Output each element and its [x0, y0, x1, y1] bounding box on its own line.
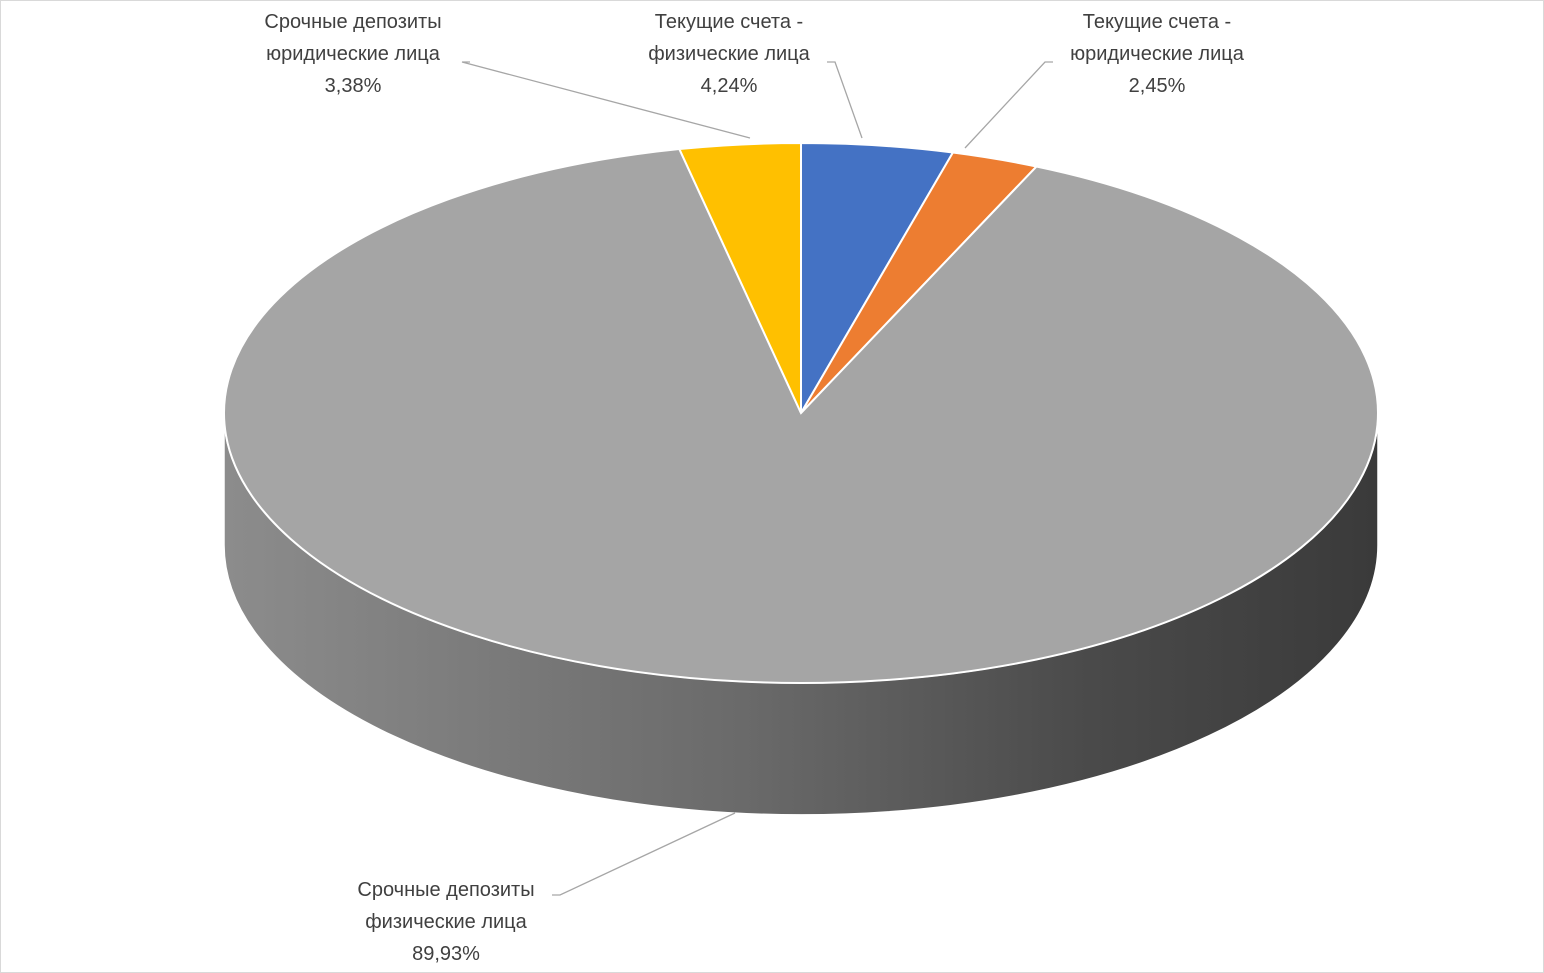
- data-label-current-legal: Текущие счета - юридические лица 2,45%: [1070, 11, 1244, 97]
- leader-lines: [461, 61, 1053, 896]
- leader-current-individuals: [827, 61, 863, 139]
- data-label-current-individuals: Текущие счета - физические лица 4,24%: [648, 11, 810, 97]
- leader-current-legal: [964, 61, 1053, 149]
- slice-term-deposits-individuals: [223, 147, 1379, 684]
- leader-term-deposits-legal: [461, 61, 751, 139]
- data-label-term-deposits-individuals: Срочные депозиты физические лица 89,93%: [357, 879, 535, 965]
- leader-term-deposits-individuals: [552, 812, 736, 896]
- data-label-term-deposits-legal: Срочные депозиты юридические лица 3,38%: [264, 11, 442, 97]
- pie-top-face: [223, 141, 1379, 684]
- slice-term-deposits-legal: [677, 141, 802, 414]
